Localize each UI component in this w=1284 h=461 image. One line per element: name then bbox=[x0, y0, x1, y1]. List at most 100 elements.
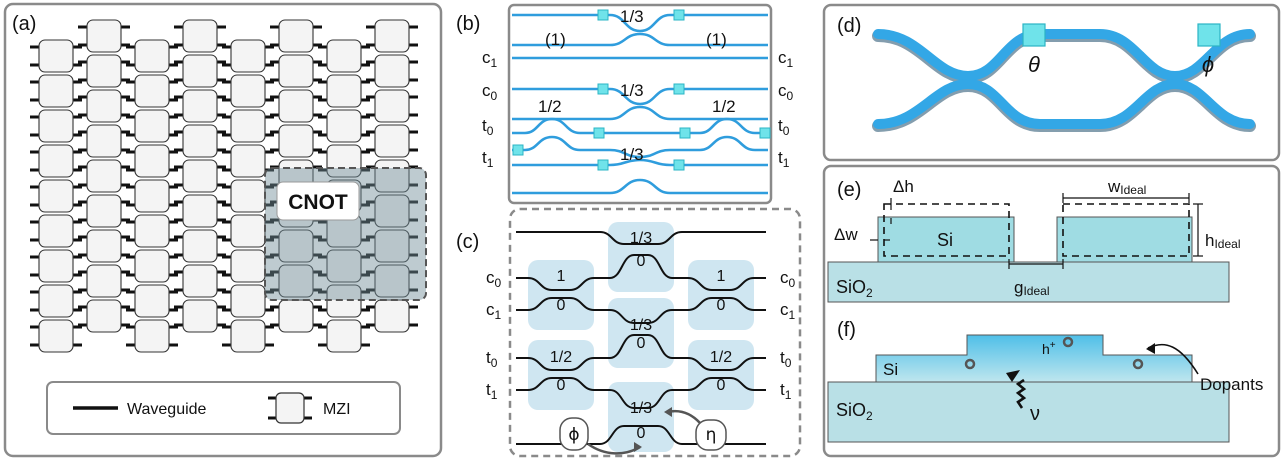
mzi-cell bbox=[126, 74, 178, 108]
svg-text:c0: c0 bbox=[778, 81, 794, 103]
mzi-cell bbox=[318, 284, 370, 318]
cnot-label: CNOT bbox=[288, 191, 348, 214]
one-right: (1) bbox=[706, 30, 727, 49]
mzi-cell bbox=[366, 54, 418, 88]
mzi-cell bbox=[174, 229, 226, 263]
mzi-cell bbox=[222, 39, 274, 73]
mzi-cell bbox=[126, 319, 178, 353]
svg-text:ϕ: ϕ bbox=[568, 425, 579, 445]
svg-text:t1: t1 bbox=[486, 380, 498, 402]
c-block-2-bot: 0 bbox=[637, 253, 646, 270]
mzi-cell bbox=[174, 264, 226, 298]
panel-d: (d) θ ϕ bbox=[822, 3, 1281, 162]
legend-waveguide: Waveguide bbox=[127, 401, 207, 418]
mzi-cell bbox=[222, 144, 274, 178]
mzi-cell bbox=[270, 124, 322, 158]
phi-control: ϕ bbox=[559, 417, 642, 455]
eta-control: η bbox=[664, 407, 727, 451]
mzi-cell bbox=[126, 144, 178, 178]
ratio-b-4: 1/2 bbox=[712, 97, 736, 116]
mzi-cell bbox=[318, 319, 370, 353]
mzi-cell bbox=[30, 319, 82, 353]
mzi-cell bbox=[222, 319, 274, 353]
mzi-cell bbox=[366, 299, 418, 333]
c-block-4-top: 1/3 bbox=[630, 317, 652, 334]
mzi-cell bbox=[78, 54, 130, 88]
c-block-5-bot: 0 bbox=[557, 377, 566, 394]
mzi-cell bbox=[318, 74, 370, 108]
mzi-cell bbox=[30, 74, 82, 108]
c-block-6-top: 1/2 bbox=[710, 349, 732, 366]
e-dh: Δh bbox=[893, 177, 914, 196]
mzi-cell bbox=[174, 89, 226, 123]
mzi-cell bbox=[174, 54, 226, 88]
ratio-b-1: 1/3 bbox=[620, 7, 644, 26]
panel-b-label: (b) bbox=[456, 13, 480, 35]
svg-text:c0: c0 bbox=[482, 81, 498, 103]
f-sio2: SiO2 bbox=[836, 400, 873, 423]
panel-c-ports: c0 c1 t0 t1 c0 c1 t0 t1 bbox=[486, 268, 796, 402]
svg-text:t1: t1 bbox=[482, 148, 494, 170]
mzi-cell bbox=[126, 249, 178, 283]
e-h: hIdeal bbox=[1205, 231, 1241, 251]
cnot-region: CNOT bbox=[264, 167, 427, 301]
mzi-cell bbox=[174, 19, 226, 53]
mzi-cell bbox=[30, 39, 82, 73]
mzi-cell bbox=[366, 124, 418, 158]
mzi-cell bbox=[174, 299, 226, 333]
panel-ef: (e) Si SiO2 Δh Δw wIdeal hIdeal gIdeal (… bbox=[822, 164, 1281, 458]
mzi-cell bbox=[78, 19, 130, 53]
c-block-4-bot: 0 bbox=[637, 335, 646, 352]
mzi-cell bbox=[30, 284, 82, 318]
mzi-cell bbox=[78, 124, 130, 158]
f-si: Si bbox=[883, 360, 898, 379]
mzi-cell bbox=[126, 214, 178, 248]
panel-b: (b) 1/3 (1) (1) bbox=[456, 3, 794, 205]
mzi-cell bbox=[318, 39, 370, 73]
mzi-cell bbox=[366, 194, 418, 228]
e-dw: Δw bbox=[834, 225, 858, 244]
panel-a-label: (a) bbox=[12, 13, 36, 35]
one-left: (1) bbox=[545, 30, 566, 49]
c-block-2-top: 1/3 bbox=[630, 230, 652, 247]
mzi-cell bbox=[126, 179, 178, 213]
c-block-6-bot: 0 bbox=[717, 377, 726, 394]
mzi-cell bbox=[270, 229, 322, 263]
ratio-b-5: 1/3 bbox=[620, 145, 644, 164]
svg-text:t0: t0 bbox=[778, 116, 790, 138]
mzi-cell bbox=[366, 19, 418, 53]
mzi-cell bbox=[126, 109, 178, 143]
ratio-b-3: 1/2 bbox=[538, 97, 562, 116]
panel-e-label: (e) bbox=[837, 179, 861, 201]
theta-label: θ bbox=[1028, 52, 1040, 77]
svg-text:c1: c1 bbox=[778, 48, 794, 70]
c-block-7-top: 1/3 bbox=[630, 400, 652, 417]
mzi-cell bbox=[30, 144, 82, 178]
svg-text:t1: t1 bbox=[780, 380, 792, 402]
panel-a: (a) CNOT Waveguide MZI bbox=[3, 2, 443, 458]
f-nu: ν bbox=[1030, 403, 1040, 425]
mzi-cell bbox=[30, 109, 82, 143]
c-block-5-top: 1/2 bbox=[550, 349, 572, 366]
mzi-cell bbox=[78, 264, 130, 298]
mzi-cell bbox=[270, 89, 322, 123]
svg-text:t0: t0 bbox=[482, 116, 494, 138]
svg-text:c1: c1 bbox=[482, 48, 498, 70]
mzi-cell bbox=[78, 229, 130, 263]
panel-a-legend: Waveguide MZI bbox=[46, 381, 401, 435]
c-block-1-top: 1 bbox=[557, 268, 566, 285]
svg-text:c0: c0 bbox=[486, 268, 502, 290]
panel-c-label: (c) bbox=[456, 231, 479, 253]
mzi-cell bbox=[222, 109, 274, 143]
mzi-cell bbox=[366, 229, 418, 263]
mzi-cell bbox=[318, 249, 370, 283]
ratio-b-2: 1/3 bbox=[620, 81, 644, 100]
mzi-cell bbox=[78, 89, 130, 123]
mzi-cell bbox=[78, 159, 130, 193]
mzi-cell bbox=[270, 264, 322, 298]
mzi-cell bbox=[174, 194, 226, 228]
panel-b-ports: c1 c0 t0 t1 c1 c0 t0 t1 bbox=[482, 48, 794, 170]
mzi-cell bbox=[270, 54, 322, 88]
panel-c: (c) 1 0 1/3 0 1 0 1/3 0 1 bbox=[456, 207, 802, 458]
mzi-cell bbox=[30, 214, 82, 248]
